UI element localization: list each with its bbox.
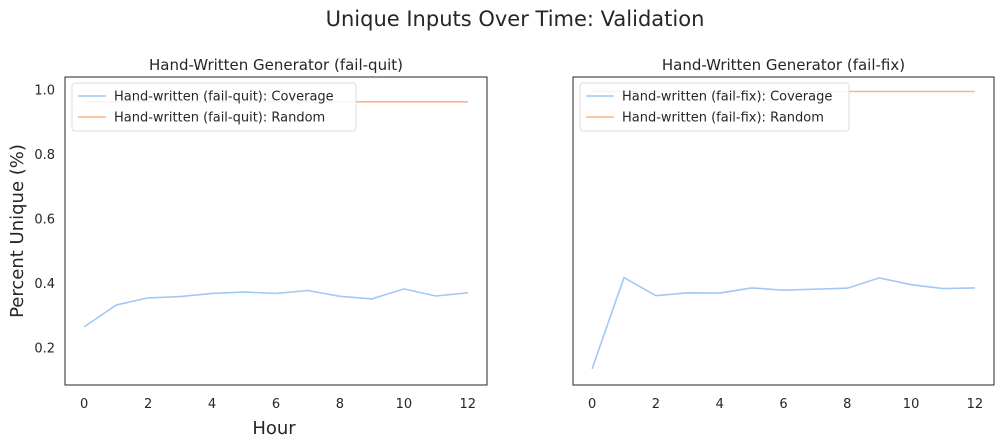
x-tick-label: 6 <box>272 397 280 412</box>
series-line-coverage <box>83 288 468 328</box>
x-axis-label: Hour <box>252 418 296 439</box>
x-tick-label: 6 <box>779 397 787 412</box>
x-tick-label: 8 <box>336 397 344 412</box>
x-tick-label: 0 <box>80 397 88 412</box>
x-tick-label: 4 <box>716 397 724 412</box>
y-axis-label: Percent Unique (%) <box>7 144 28 318</box>
x-tick-label: 12 <box>967 397 984 412</box>
x-tick-label: 2 <box>144 397 152 412</box>
plot-frame <box>64 76 488 386</box>
y-tick-label: 0.6 <box>34 212 55 227</box>
legend: Hand-written (fail-fix): Coverage Hand-wr… <box>579 82 850 132</box>
x-tick-label: 10 <box>903 397 920 412</box>
legend-entry: Hand-written (fail-fix): Random <box>622 111 824 126</box>
subplot-2: Hand-Written Generator (fail-fix) 0 2 4 6 8 10… <box>572 56 995 412</box>
legend-box <box>71 82 357 132</box>
legend-entry: Hand-written (fail-fix): Coverage <box>622 90 832 105</box>
y-tick-label: 1.0 <box>34 83 55 98</box>
legend-entry: Hand-written (fail-quit): Coverage <box>114 90 334 105</box>
subplot-title: Hand-Written Generator (fail-fix) <box>662 56 905 74</box>
y-tick-label: 0.4 <box>34 277 55 292</box>
x-tick-label: 2 <box>652 397 660 412</box>
y-tick-label: 0.2 <box>34 341 55 356</box>
legend-entry: Hand-written (fail-quit): Random <box>114 111 325 126</box>
legend: Hand-written (fail-quit): Coverage Hand-w… <box>71 82 357 132</box>
x-tick-label: 0 <box>588 397 596 412</box>
x-tick-label: 12 <box>460 397 477 412</box>
figure-title: Unique Inputs Over Time: Validation <box>326 7 705 31</box>
subplot-1: Hand-Written Generator (fail-quit) 0 2 4 6 8 1… <box>34 56 488 412</box>
subplot-title: Hand-Written Generator (fail-quit) <box>149 56 403 74</box>
x-tick-label: 10 <box>396 397 413 412</box>
series-line-coverage <box>591 276 975 370</box>
y-tick-label: 0.8 <box>34 148 55 163</box>
x-tick-label: 4 <box>208 397 216 412</box>
legend-box <box>579 82 850 132</box>
plot-frame <box>572 76 995 386</box>
subplots: Hand-Written Generator (fail-quit) 0 2 4 6 8 1… <box>34 56 995 412</box>
x-tick-label: 8 <box>843 397 851 412</box>
